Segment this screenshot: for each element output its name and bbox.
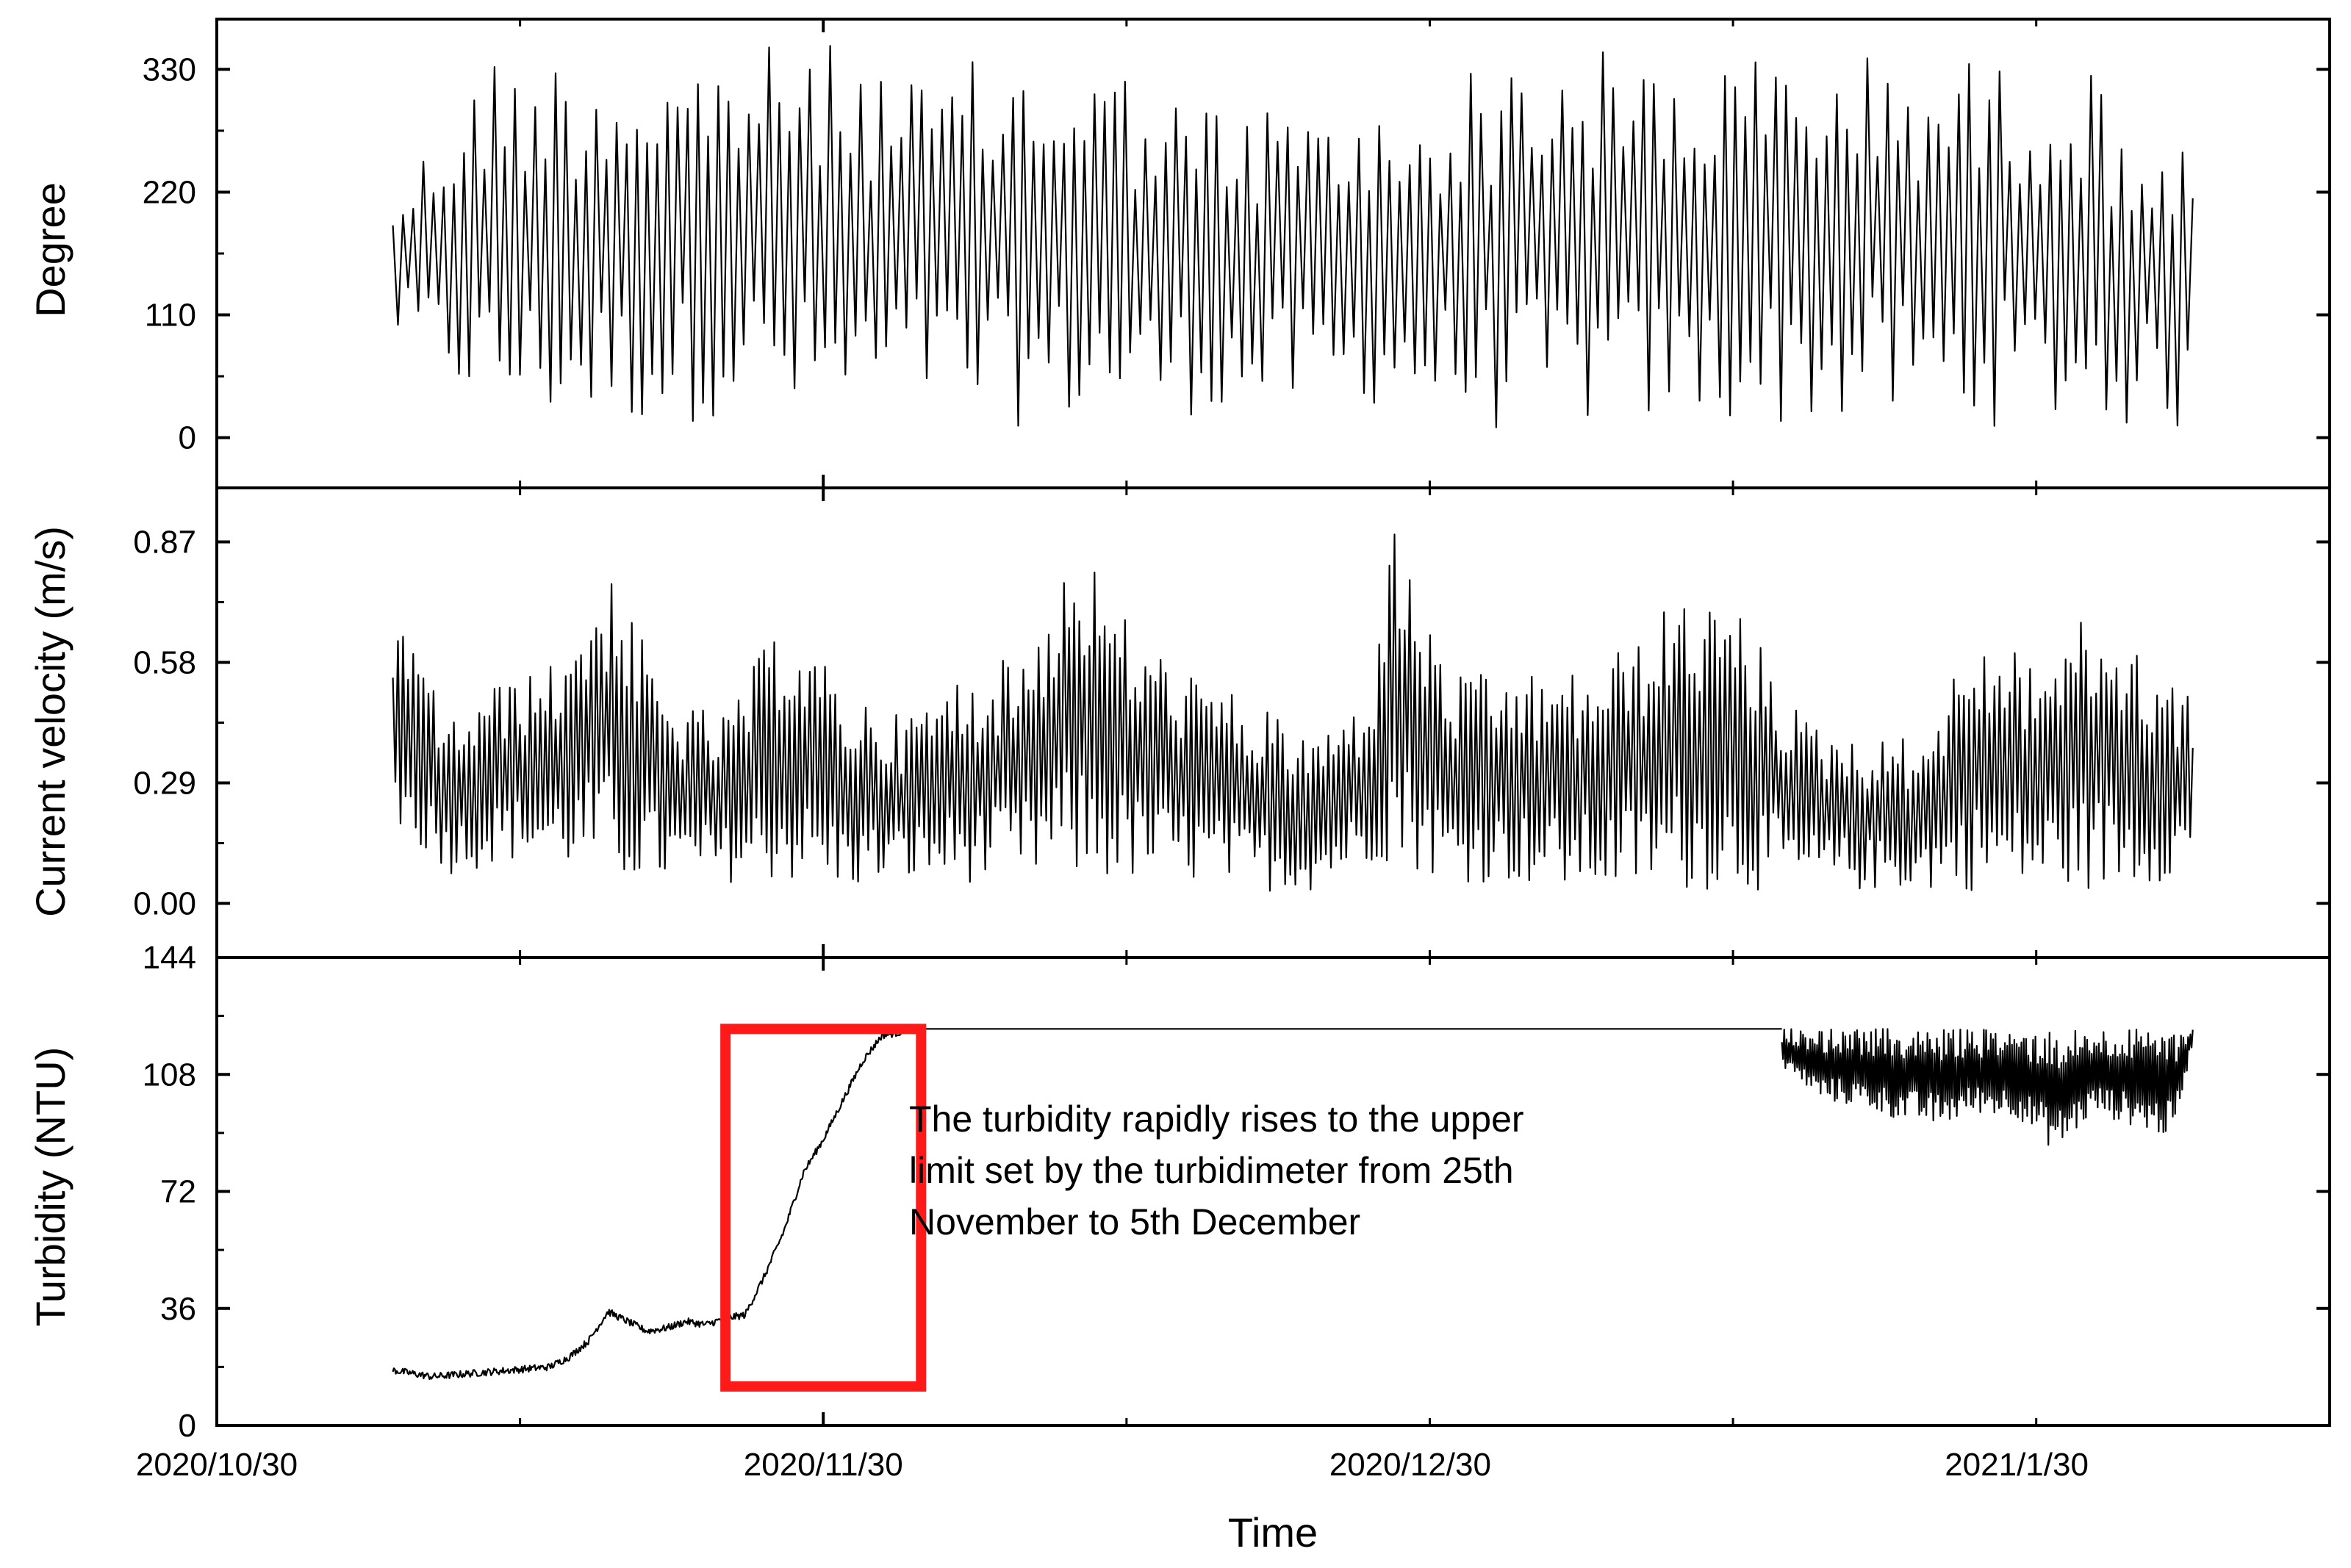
y-axis-title-current-velocity: Current velocity (m/s) xyxy=(27,526,73,917)
series-line-degree-0 xyxy=(392,45,2194,428)
y-tick-label-current-velocity: 0.87 xyxy=(133,525,196,561)
series-line-current-velocity-0 xyxy=(392,533,2194,892)
x-tick-label: 2021/1/30 xyxy=(1945,1447,2089,1483)
y-tick-label-degree: 330 xyxy=(143,51,196,87)
y-tick-label-degree: 0 xyxy=(179,420,196,456)
y-tick-label-turbidity: 108 xyxy=(143,1057,196,1093)
x-axis-title: Time xyxy=(1228,1509,1318,1556)
panel-turbidity: 0 36 72 108 144 xyxy=(143,940,2331,1444)
x-axis: 2020/10/30 2020/11/30 2020/12/30 2021/1/30 xyxy=(136,1447,2089,1483)
annotation-line-2: limit set by the turbidimeter from 25th xyxy=(909,1150,1514,1191)
x-tick-label: 2020/10/30 xyxy=(136,1447,298,1483)
turbidity-annotation: The turbidity rapidly rises to the upper… xyxy=(909,1098,1524,1242)
series-line-turbidity-0 xyxy=(392,1028,1782,1381)
y-tick-label-turbidity: 144 xyxy=(143,940,196,976)
y-tick-label-current-velocity: 0.00 xyxy=(133,885,196,921)
y-tick-label-degree: 220 xyxy=(143,174,196,210)
x-tick-label: 2020/12/30 xyxy=(1329,1447,1491,1483)
annotation-line-1: The turbidity rapidly rises to the upper xyxy=(909,1098,1524,1140)
y-tick-label-turbidity: 36 xyxy=(160,1291,196,1327)
y-tick-label-turbidity: 72 xyxy=(160,1174,196,1210)
x-tick-label: 2020/11/30 xyxy=(744,1447,903,1483)
y-axis-title-turbidity: Turbidity (NTU) xyxy=(27,1047,73,1327)
y-tick-label-current-velocity: 0.29 xyxy=(133,765,196,801)
series-line-turbidity-1 xyxy=(1781,1028,2194,1146)
y-axis-title-degree: Degree xyxy=(27,182,73,317)
y-tick-label-current-velocity: 0.58 xyxy=(133,645,196,681)
y-tick-label-turbidity: 0 xyxy=(179,1408,196,1444)
highlight-box xyxy=(720,1024,927,1392)
annotation-line-3: November to 5th December xyxy=(909,1201,1360,1242)
y-tick-label-degree: 110 xyxy=(145,298,196,334)
